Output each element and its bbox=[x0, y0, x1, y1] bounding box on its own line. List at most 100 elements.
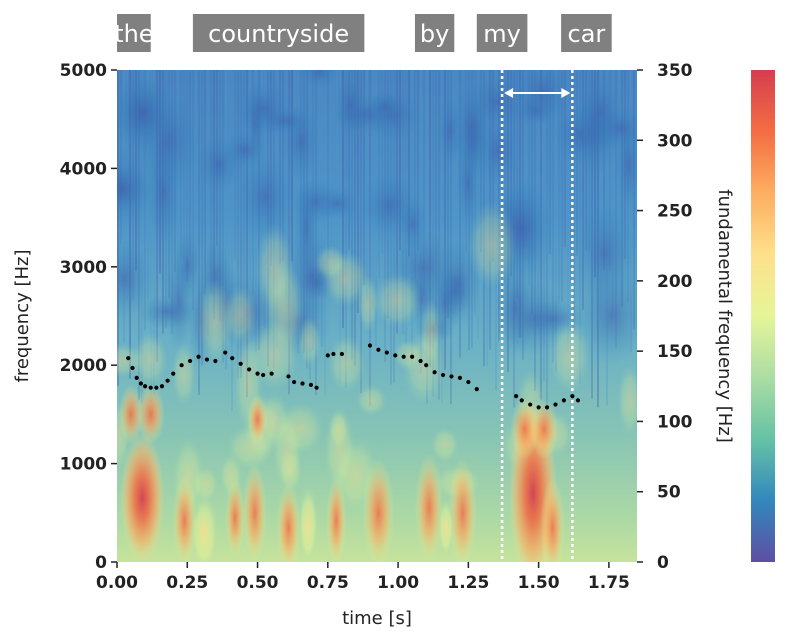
f0-point bbox=[126, 356, 131, 361]
energy-blob bbox=[448, 457, 477, 562]
y-axis-right-label: fundamental frequency [Hz] bbox=[714, 189, 735, 442]
x-tick-label: 0.75 bbox=[307, 573, 349, 593]
word-label-countryside: countryside bbox=[192, 14, 365, 52]
energy-blob bbox=[415, 452, 443, 562]
f0-point bbox=[466, 379, 471, 385]
texture-stripe bbox=[198, 70, 200, 395]
f0-point bbox=[171, 371, 176, 376]
word-label-box bbox=[476, 14, 528, 52]
f0-point bbox=[314, 385, 319, 390]
f0-point bbox=[223, 350, 228, 355]
colorbar-gradient bbox=[751, 70, 775, 562]
f0-point bbox=[213, 358, 218, 364]
y-left-tick-label: 1000 bbox=[60, 455, 107, 475]
texture-light-patch bbox=[548, 318, 590, 394]
texture-stripe bbox=[408, 70, 410, 257]
energy-blob bbox=[247, 394, 268, 445]
f0-point bbox=[401, 354, 406, 359]
texture-dark-patch bbox=[117, 77, 178, 148]
texture-dark-patch bbox=[511, 70, 574, 123]
texture-light-patch bbox=[321, 251, 369, 307]
f0-point bbox=[561, 398, 567, 403]
f0-point bbox=[544, 405, 550, 410]
y-right-tick-label: 0 bbox=[657, 553, 669, 573]
word-labels: the countryside by my car bbox=[114, 14, 612, 52]
f0-point bbox=[269, 371, 274, 376]
texture-stripe bbox=[339, 70, 341, 384]
y-right-tick-label: 200 bbox=[657, 272, 693, 292]
texture-stripe bbox=[330, 70, 332, 253]
texture-light-patch bbox=[617, 364, 637, 436]
f0-point bbox=[474, 386, 479, 392]
y-left-tick-label: 3000 bbox=[60, 258, 107, 278]
word-label-car: car bbox=[561, 14, 612, 52]
texture-stripe bbox=[213, 70, 215, 320]
f0-point bbox=[159, 384, 165, 389]
highlight-arrow-head-right bbox=[561, 88, 571, 98]
y-axis-left-label: frequency [Hz] bbox=[12, 249, 33, 382]
colorbar bbox=[751, 70, 775, 562]
word-label-text: by bbox=[420, 20, 449, 48]
word-label-text: countryside bbox=[208, 20, 349, 48]
texture-light-patch bbox=[224, 285, 257, 345]
texture-stripe bbox=[417, 70, 419, 251]
f0-point bbox=[331, 351, 336, 357]
texture-stripe bbox=[435, 70, 437, 326]
texture-stripe bbox=[414, 70, 416, 279]
word-label-my: my bbox=[476, 14, 528, 52]
texture-stripe bbox=[447, 70, 449, 319]
f0-point bbox=[247, 367, 252, 372]
f0-point bbox=[570, 394, 575, 399]
energy-blob bbox=[120, 433, 165, 562]
x-axis-label: time [s] bbox=[342, 608, 412, 629]
f0-point bbox=[238, 361, 243, 366]
texture-stripe bbox=[570, 70, 572, 284]
texture-dark-patch bbox=[235, 80, 293, 138]
texture-light-patch bbox=[467, 201, 517, 289]
texture-dark-patch bbox=[138, 294, 196, 329]
f0-point bbox=[384, 350, 389, 355]
texture-stripe bbox=[612, 70, 614, 313]
f0-point bbox=[575, 398, 581, 403]
texture-stripe bbox=[429, 70, 431, 367]
f0-point bbox=[154, 385, 159, 390]
texture-stripe bbox=[348, 70, 350, 250]
texture-stripe bbox=[636, 70, 637, 407]
x-tick-label: 0.00 bbox=[96, 573, 138, 593]
y-left-tick-label: 2000 bbox=[60, 356, 107, 376]
texture-light-patch bbox=[255, 223, 294, 315]
energy-blob bbox=[437, 497, 454, 558]
y-right-tick-label: 150 bbox=[657, 342, 693, 362]
energy-blob bbox=[362, 457, 395, 562]
texture-light-patch bbox=[259, 392, 290, 450]
texture-light-patch bbox=[196, 279, 235, 365]
texture-stripe bbox=[423, 70, 425, 297]
texture-stripe bbox=[609, 70, 611, 271]
f0-point bbox=[432, 370, 437, 375]
f0-point bbox=[204, 357, 210, 362]
texture-dark-patch bbox=[297, 70, 342, 89]
f0-point bbox=[528, 402, 533, 407]
f0-point bbox=[187, 358, 193, 364]
axes: 0.00 0.25 0.50 0.75 1.00 1.25 1.50 1.7501000200… bbox=[60, 61, 693, 593]
texture-dark-patch bbox=[496, 256, 535, 360]
energy-blob bbox=[119, 384, 144, 445]
energy-blob bbox=[225, 477, 246, 558]
texture-light-patch bbox=[419, 299, 442, 371]
word-label-box bbox=[561, 14, 612, 52]
texture-stripe bbox=[558, 70, 560, 304]
y-right-tick-label: 50 bbox=[657, 483, 681, 503]
texture-dark-patch bbox=[592, 105, 637, 153]
f0-point bbox=[143, 384, 148, 389]
texture-dark-patch bbox=[334, 71, 367, 139]
f0-point bbox=[536, 405, 541, 410]
f0-point bbox=[449, 374, 454, 379]
f0-point bbox=[286, 374, 291, 379]
f0-point bbox=[308, 382, 314, 387]
f0-point bbox=[553, 402, 558, 407]
f0-point bbox=[457, 375, 463, 380]
f0-point bbox=[148, 385, 153, 390]
texture-dark-patch bbox=[195, 134, 242, 195]
